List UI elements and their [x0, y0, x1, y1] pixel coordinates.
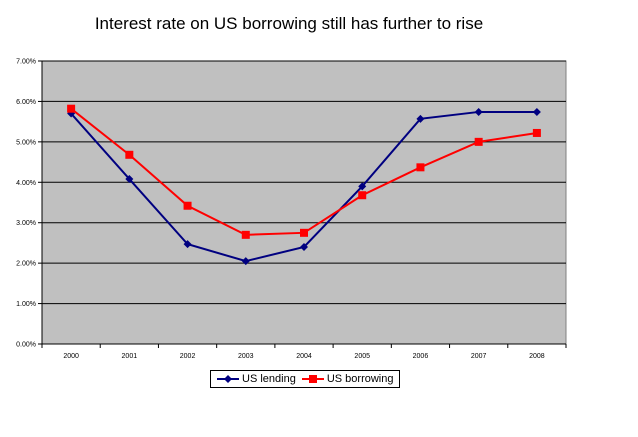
data-point-us-lending: [300, 242, 308, 251]
y-tick-label: 2.00%: [16, 261, 36, 268]
legend-item-us-lending: US lending: [217, 373, 296, 385]
x-tick-label: 2006: [413, 353, 429, 360]
x-tick-label: 2003: [238, 353, 254, 360]
data-point-us-borrowing: [241, 230, 250, 239]
y-tick-label: 7.00%: [16, 59, 36, 66]
legend-swatch-marker: [308, 375, 317, 383]
legend-item-us-borrowing: US borrowing: [301, 373, 394, 385]
x-tick-label: 2002: [180, 353, 196, 360]
chart-title: Interest rate on US borrowing still has …: [94, 14, 484, 33]
axes: 0.00% 1.00% 2.00% 3.00% 4.00% 5.00% 6.00% 7.00%…: [16, 59, 567, 360]
legend-swatch-us-borrowing: [301, 375, 324, 383]
x-tick-label: 2005: [354, 353, 370, 360]
y-tick-label: 1.00%: [16, 301, 36, 308]
legend-label-us-lending: US lending: [242, 373, 296, 385]
data-point-us-borrowing: [67, 104, 76, 113]
series-us-lending: [67, 107, 541, 266]
series-us-borrowing: [67, 104, 541, 239]
data-point-us-borrowing: [183, 201, 192, 210]
legend: US lending US borrowing: [210, 370, 401, 388]
x-tick-label: 2008: [529, 353, 545, 360]
data-point-us-borrowing: [416, 163, 425, 172]
y-tick-label: 4.00%: [16, 180, 36, 187]
x-tick-label: 2000: [63, 353, 79, 360]
y-tick-label: 0.00%: [16, 342, 36, 349]
data-point-us-borrowing: [125, 150, 134, 159]
x-tick-label: 2001: [122, 353, 138, 360]
y-tick-label: 3.00%: [16, 220, 36, 227]
legend-label-us-borrowing: US borrowing: [326, 373, 394, 385]
data-point-us-lending: [183, 240, 192, 249]
data-point-us-lending: [125, 175, 134, 184]
data-point-us-borrowing: [358, 191, 367, 200]
data-point-us-borrowing: [474, 137, 483, 146]
x-tick-label: 2007: [471, 353, 487, 360]
y-tick-label: 6.00%: [16, 99, 36, 106]
legend-swatch-us-lending: [217, 375, 239, 383]
x-tick-label: 2004: [296, 353, 312, 360]
data-point-us-borrowing: [532, 128, 541, 137]
data-point-us-lending: [358, 182, 367, 191]
gridlines: [42, 60, 566, 305]
data-point-us-lending: [474, 107, 483, 116]
y-tick-label: 5.00%: [16, 139, 36, 146]
data-point-us-lending: [241, 257, 250, 266]
legend-swatch-marker: [224, 375, 232, 383]
series-layer: [67, 104, 541, 266]
data-point-us-borrowing: [300, 228, 308, 237]
data-point-us-lending: [532, 107, 541, 116]
data-point-us-lending: [416, 114, 425, 123]
plot-area: [41, 60, 567, 345]
